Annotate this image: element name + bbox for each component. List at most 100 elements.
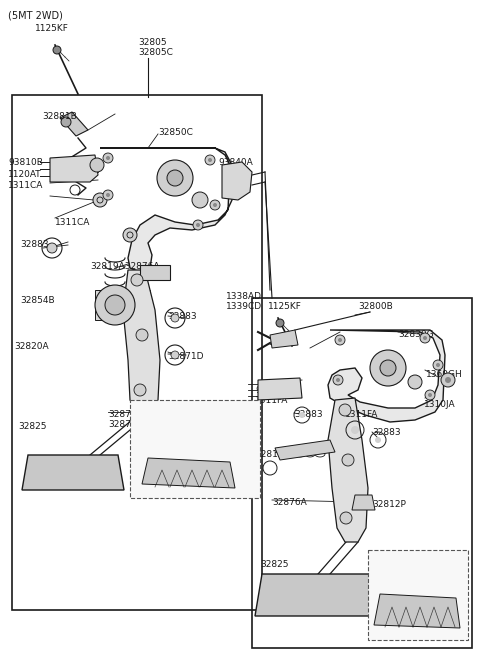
Circle shape xyxy=(428,393,432,397)
Text: 1311FA: 1311FA xyxy=(345,410,378,419)
Circle shape xyxy=(370,350,406,386)
Circle shape xyxy=(95,285,135,325)
Text: 32876A: 32876A xyxy=(272,498,307,507)
Circle shape xyxy=(336,378,340,382)
Circle shape xyxy=(338,338,342,342)
Circle shape xyxy=(106,193,110,197)
Circle shape xyxy=(210,200,220,210)
Circle shape xyxy=(167,170,183,186)
Text: 32883: 32883 xyxy=(20,240,48,249)
Text: 1311CA: 1311CA xyxy=(55,218,90,227)
Text: 32820A: 32820A xyxy=(14,342,48,351)
Bar xyxy=(12,95,262,610)
Circle shape xyxy=(103,153,113,163)
Circle shape xyxy=(196,223,200,227)
Polygon shape xyxy=(22,455,124,490)
Circle shape xyxy=(420,333,430,343)
Polygon shape xyxy=(60,112,88,136)
Text: 32825: 32825 xyxy=(18,422,47,431)
Bar xyxy=(130,400,260,498)
Text: 93810A
1311FA: 93810A 1311FA xyxy=(255,386,290,405)
Polygon shape xyxy=(142,458,235,488)
Polygon shape xyxy=(275,440,335,460)
Text: 32800B: 32800B xyxy=(358,302,393,311)
Polygon shape xyxy=(123,270,160,415)
Circle shape xyxy=(61,117,71,127)
Text: 32855: 32855 xyxy=(268,338,297,347)
Circle shape xyxy=(380,360,396,376)
Circle shape xyxy=(136,329,148,341)
Text: 93810B: 93810B xyxy=(8,158,43,167)
Text: (5MT 2WD): (5MT 2WD) xyxy=(8,10,63,20)
Text: (W/AL PAD
   PEDAL): (W/AL PAD PEDAL) xyxy=(380,570,427,589)
Text: 32830G: 32830G xyxy=(398,330,433,339)
Text: 93840A: 93840A xyxy=(218,158,253,167)
Circle shape xyxy=(103,190,113,200)
Text: 32883: 32883 xyxy=(294,410,323,419)
Circle shape xyxy=(123,228,137,242)
Polygon shape xyxy=(374,594,460,628)
Text: 32825: 32825 xyxy=(398,604,427,613)
Circle shape xyxy=(335,335,345,345)
Circle shape xyxy=(340,512,352,524)
Circle shape xyxy=(339,404,351,416)
Text: 1360GH: 1360GH xyxy=(426,370,463,379)
Circle shape xyxy=(213,203,217,207)
Polygon shape xyxy=(328,398,368,542)
Bar xyxy=(95,290,150,320)
Polygon shape xyxy=(258,378,302,400)
Circle shape xyxy=(425,390,435,400)
Circle shape xyxy=(93,193,107,207)
Polygon shape xyxy=(270,330,298,348)
Text: 32812P: 32812P xyxy=(372,500,406,509)
Text: 32805
32805C: 32805 32805C xyxy=(138,38,173,57)
Text: 1125KF: 1125KF xyxy=(268,302,302,311)
Circle shape xyxy=(351,426,359,434)
Circle shape xyxy=(208,158,212,162)
Circle shape xyxy=(423,336,427,340)
Circle shape xyxy=(53,46,61,54)
Circle shape xyxy=(131,274,143,286)
Circle shape xyxy=(171,314,179,322)
Text: 1120AT: 1120AT xyxy=(8,170,42,179)
Text: 32871D: 32871D xyxy=(168,352,204,361)
Text: 1311CA: 1311CA xyxy=(8,181,43,190)
Circle shape xyxy=(47,243,57,253)
Circle shape xyxy=(134,384,146,396)
Polygon shape xyxy=(145,405,165,420)
Text: 32850C: 32850C xyxy=(158,128,193,137)
Polygon shape xyxy=(140,265,170,280)
Circle shape xyxy=(157,160,193,196)
Polygon shape xyxy=(328,330,445,422)
Text: 32883: 32883 xyxy=(168,312,197,321)
Polygon shape xyxy=(222,162,252,200)
Text: 1310JA: 1310JA xyxy=(424,400,456,409)
Text: 32854B: 32854B xyxy=(20,296,55,305)
Polygon shape xyxy=(50,155,98,182)
Text: 32825: 32825 xyxy=(260,560,288,569)
Circle shape xyxy=(192,192,208,208)
Circle shape xyxy=(375,437,381,443)
Circle shape xyxy=(90,158,104,172)
Circle shape xyxy=(193,220,203,230)
Text: 32883: 32883 xyxy=(372,428,401,437)
Polygon shape xyxy=(255,574,380,616)
Text: 32815S: 32815S xyxy=(255,450,289,459)
Bar xyxy=(368,550,468,640)
Bar xyxy=(252,298,472,648)
Text: 1338AD
1339CD: 1338AD 1339CD xyxy=(226,292,262,312)
Circle shape xyxy=(436,363,440,367)
Text: 32825: 32825 xyxy=(165,448,193,457)
Circle shape xyxy=(433,360,443,370)
Circle shape xyxy=(276,319,284,327)
Text: 32819A32876A: 32819A32876A xyxy=(90,262,159,271)
Circle shape xyxy=(106,156,110,160)
Text: 1125KF: 1125KF xyxy=(35,24,69,33)
Circle shape xyxy=(441,373,455,387)
Text: 32881B: 32881B xyxy=(42,112,77,121)
Text: (W/AL PAD
   PEDAL): (W/AL PAD PEDAL) xyxy=(148,418,195,438)
Circle shape xyxy=(333,375,343,385)
Polygon shape xyxy=(352,495,375,510)
Circle shape xyxy=(105,295,125,315)
Circle shape xyxy=(408,375,422,389)
